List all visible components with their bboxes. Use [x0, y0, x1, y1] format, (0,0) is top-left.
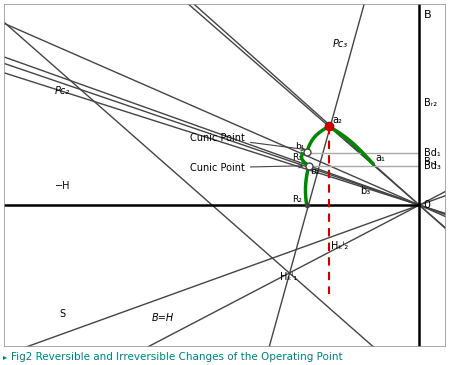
- Text: Bd₁: Bd₁: [424, 148, 441, 158]
- Text: R₁: R₁: [292, 153, 302, 162]
- Text: S: S: [59, 310, 66, 319]
- Text: Pᴄ₂: Pᴄ₂: [55, 86, 70, 96]
- Text: B=H: B=H: [152, 313, 174, 323]
- Text: B: B: [424, 10, 432, 20]
- Text: Cunic Point: Cunic Point: [190, 163, 303, 173]
- Text: b₃: b₃: [360, 187, 370, 196]
- Text: Hₖⁱ₂: Hₖⁱ₂: [331, 241, 348, 251]
- Text: Bᵣ₂: Bᵣ₂: [424, 98, 437, 108]
- Text: a₂: a₂: [332, 115, 342, 125]
- Text: Cunic Point: Cunic Point: [190, 133, 305, 151]
- Text: Fig2 Reversible and Irreversible Changes of the Operating Point: Fig2 Reversible and Irreversible Changes…: [11, 352, 343, 362]
- Text: b₂: b₂: [310, 167, 319, 176]
- Text: Bᵣ₁: Bᵣ₁: [424, 157, 437, 167]
- Text: ▸: ▸: [3, 352, 7, 361]
- Text: 0: 0: [424, 200, 431, 210]
- Text: R₂: R₂: [292, 195, 302, 204]
- Text: Pᴄ₃: Pᴄ₃: [333, 39, 348, 49]
- Text: b₁: b₁: [295, 142, 305, 151]
- Text: Hₖⁱ₁: Hₖⁱ₁: [280, 272, 297, 282]
- Text: −H: −H: [55, 181, 71, 191]
- Text: Bd₃: Bd₃: [424, 161, 441, 171]
- Text: a₁: a₁: [375, 153, 385, 163]
